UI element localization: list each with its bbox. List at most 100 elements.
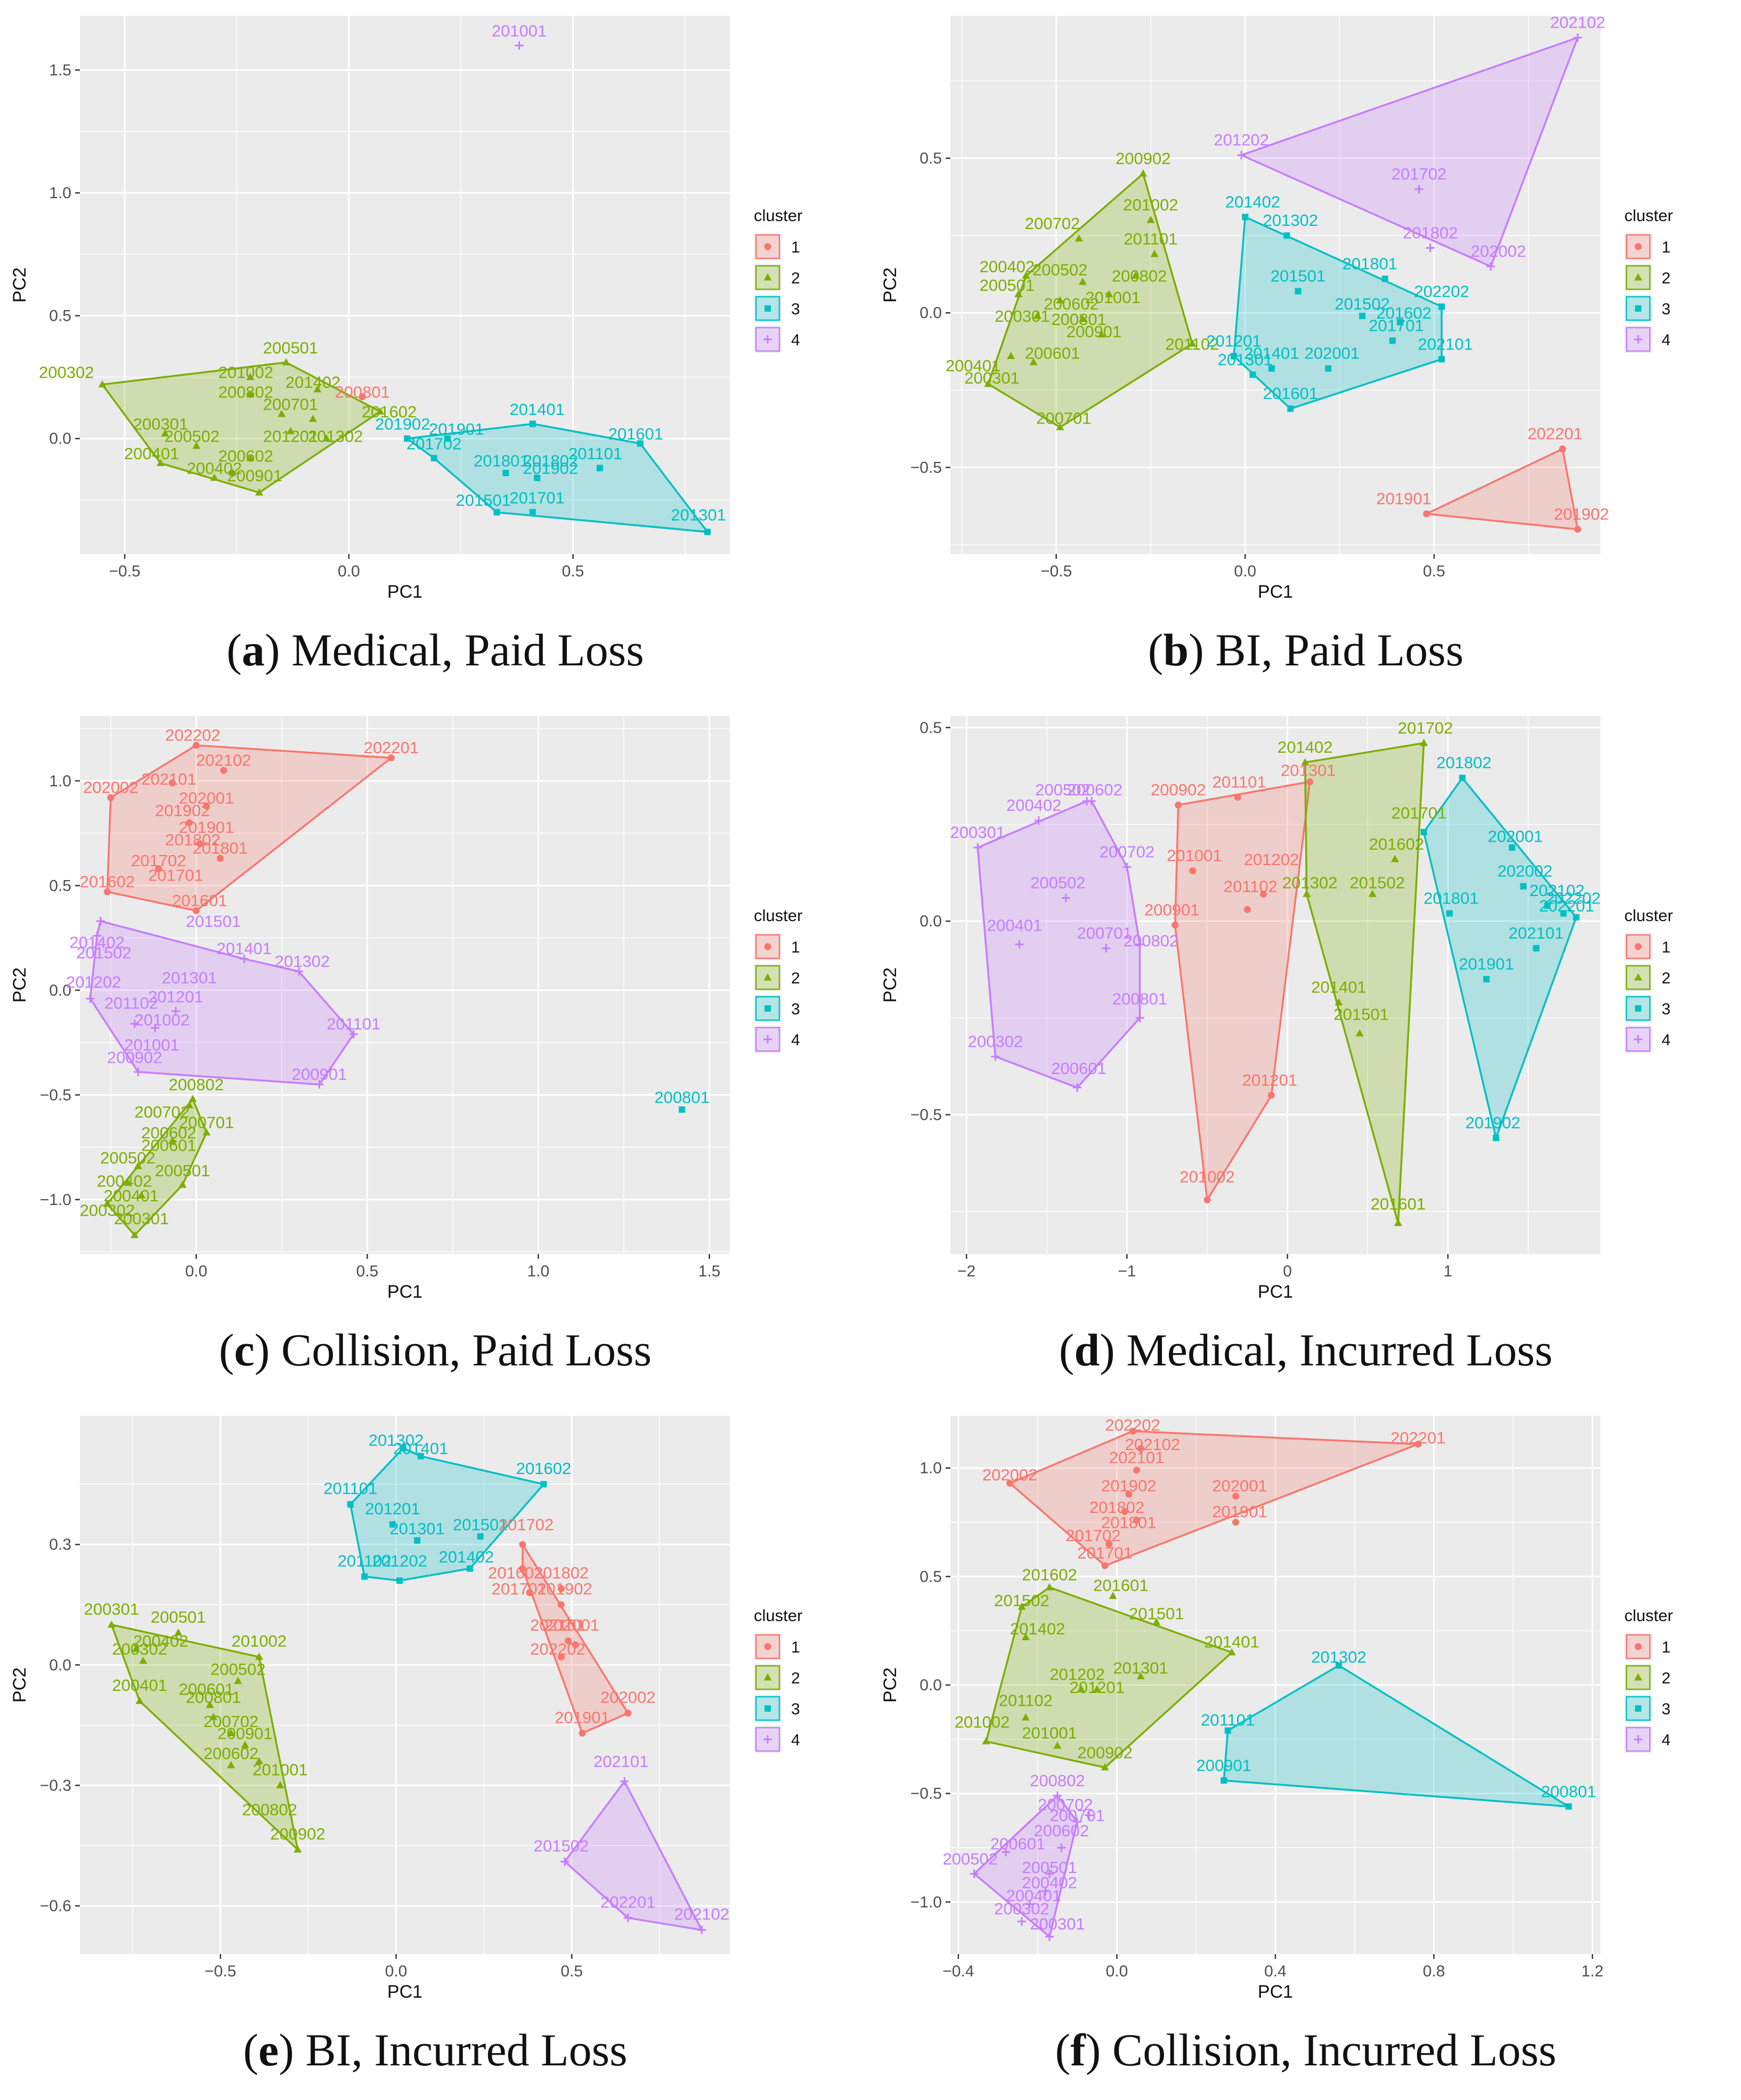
legend-marker-4 <box>1634 1735 1642 1744</box>
point-label: 202101 <box>1418 335 1472 353</box>
point-label: 201801 <box>1101 1513 1156 1532</box>
point-label: 200801 <box>1541 1782 1596 1801</box>
data-point-200601 <box>206 1700 214 1708</box>
y-tick-label: 0.5 <box>49 877 71 894</box>
legend-label-4: 4 <box>1662 331 1671 349</box>
x-axis-title: PC1 <box>1258 582 1293 602</box>
legend-label-3: 3 <box>791 1700 800 1718</box>
data-point-201801 <box>1133 1516 1141 1524</box>
point-label: 201602 <box>1022 1565 1077 1584</box>
legend-marker-1 <box>1634 1643 1642 1650</box>
data-point-202002 <box>107 794 115 801</box>
point-label: 200902 <box>1151 780 1206 799</box>
point-label: 200401 <box>946 356 1000 375</box>
point-label: 201201 <box>365 1499 420 1518</box>
data-point-201301 <box>1136 1672 1145 1680</box>
point-label: 200702 <box>1025 214 1080 233</box>
data-point-201701 <box>529 509 536 516</box>
x-tick-label: 0.5 <box>562 563 584 580</box>
data-point-200702 <box>1075 234 1083 242</box>
point-label: 201902 <box>1101 1476 1156 1495</box>
x-tick-label: −0.5 <box>1040 563 1072 580</box>
data-point-200602 <box>227 1761 235 1769</box>
x-axis-title: PC1 <box>387 1282 422 1302</box>
data-point-200901 <box>315 1080 324 1089</box>
caption-f: (f) Collision, Incurred Loss <box>1055 2024 1557 2075</box>
point-label: 201402 <box>1225 192 1280 211</box>
data-point-200302 <box>1017 1917 1026 1926</box>
point-label: 202202 <box>1545 889 1600 908</box>
caption-a: (a) Medical, Paid Loss <box>226 624 644 675</box>
point-label: 202001 <box>544 1616 599 1634</box>
legend-title: cluster <box>1624 206 1673 225</box>
data-point-200802 <box>189 1095 197 1102</box>
data-point-201402 <box>1301 758 1309 766</box>
data-point-201102 <box>1021 1713 1030 1721</box>
x-tick-label: −2 <box>957 1263 975 1280</box>
scatter-chart-b: −0.5 0.0 0.5 −0.5 0.0 0.5 PC1 PC2 202102 201202 20… <box>880 13 1673 602</box>
point-label: 201502 <box>994 1591 1049 1610</box>
data-point-201802 <box>1459 775 1466 782</box>
data-point-200401 <box>137 1191 146 1199</box>
data-point-201202 <box>396 1577 403 1584</box>
data-point-202002 <box>1006 1479 1014 1487</box>
point-label: 202101 <box>141 770 196 788</box>
caption-d: (d) Medical, Incurred Loss <box>1059 1324 1553 1375</box>
point-label: 200502 <box>942 1850 997 1868</box>
data-point-201701 <box>1101 1562 1109 1569</box>
point-label: 201701 <box>1392 804 1446 823</box>
x-tick-label: 1.2 <box>1581 1963 1604 1980</box>
legend-marker-3 <box>1635 1705 1641 1712</box>
y-tick-label: 0.0 <box>920 913 942 930</box>
data-point-201602 <box>1397 319 1404 325</box>
point-label: 202101 <box>1509 924 1564 942</box>
data-point-201302 <box>294 967 303 976</box>
point-label: 201002 <box>955 1713 1010 1731</box>
data-point-200801 <box>359 393 366 401</box>
legend-title: cluster <box>754 906 802 925</box>
point-label: 200502 <box>1032 261 1087 279</box>
data-point-200502 <box>192 442 201 449</box>
point-label: 200701 <box>179 1113 234 1132</box>
point-label: 201001 <box>124 1036 179 1054</box>
scatter-chart-c: 0.0 0.5 1.0 1.5 −1.0 −0.5 0.0 0.5 1.0 PC1 PC2 20220… <box>10 716 802 1302</box>
legend-key-1 <box>755 1634 780 1659</box>
point-label: 202201 <box>1539 897 1594 915</box>
data-point-201601 <box>637 440 644 447</box>
data-point-202002 <box>624 1710 632 1717</box>
panel-f: −0.4 0.0 0.4 0.8 1.2 −1.0 −0.5 0.0 0.5 1.0 PC1 PC2 2… <box>870 1400 1741 2100</box>
data-point-201802 <box>1426 243 1435 253</box>
data-point-201702 <box>1105 1540 1113 1548</box>
point-label: 201702 <box>499 1516 554 1534</box>
data-point-201802 <box>1121 1508 1128 1515</box>
data-point-201502 <box>1018 1602 1026 1610</box>
point-label: 201302 <box>1311 1648 1366 1666</box>
y-tick-label: 0.5 <box>920 1568 942 1585</box>
point-label: 200301 <box>84 1600 139 1618</box>
data-point-201801 <box>216 854 224 862</box>
cluster-hull-1 <box>1174 780 1311 1201</box>
legend-key-3 <box>1625 996 1651 1021</box>
cluster-hull-2 <box>987 173 1193 428</box>
legend-marker-2 <box>1634 973 1642 981</box>
legend-label-2: 2 <box>1662 270 1671 287</box>
caption-text: Medical, Incurred Loss <box>1126 1324 1553 1375</box>
point-label: 201202 <box>1050 1665 1104 1684</box>
point-label: 200601 <box>141 1136 196 1155</box>
point-label: 200701 <box>1050 1806 1104 1825</box>
x-axis-title: PC1 <box>387 582 422 602</box>
point-label: 200701 <box>1077 924 1132 942</box>
data-point-201902 <box>557 1601 565 1608</box>
point-label: 201301 <box>1281 761 1336 780</box>
data-point-201701 <box>1420 828 1427 835</box>
data-point-200502 <box>970 1869 979 1878</box>
legend-label-4: 4 <box>1662 1031 1671 1049</box>
plot-background <box>80 716 730 1254</box>
data-point-201002 <box>309 414 318 422</box>
point-label: 200302 <box>80 1201 135 1219</box>
point-label: 200502 <box>1035 780 1090 799</box>
caption-e: (e) BI, Incurred Loss <box>243 2024 628 2075</box>
data-point-201401 <box>529 420 536 427</box>
point-label: 200602 <box>218 447 273 466</box>
legend-title: cluster <box>1624 906 1673 925</box>
